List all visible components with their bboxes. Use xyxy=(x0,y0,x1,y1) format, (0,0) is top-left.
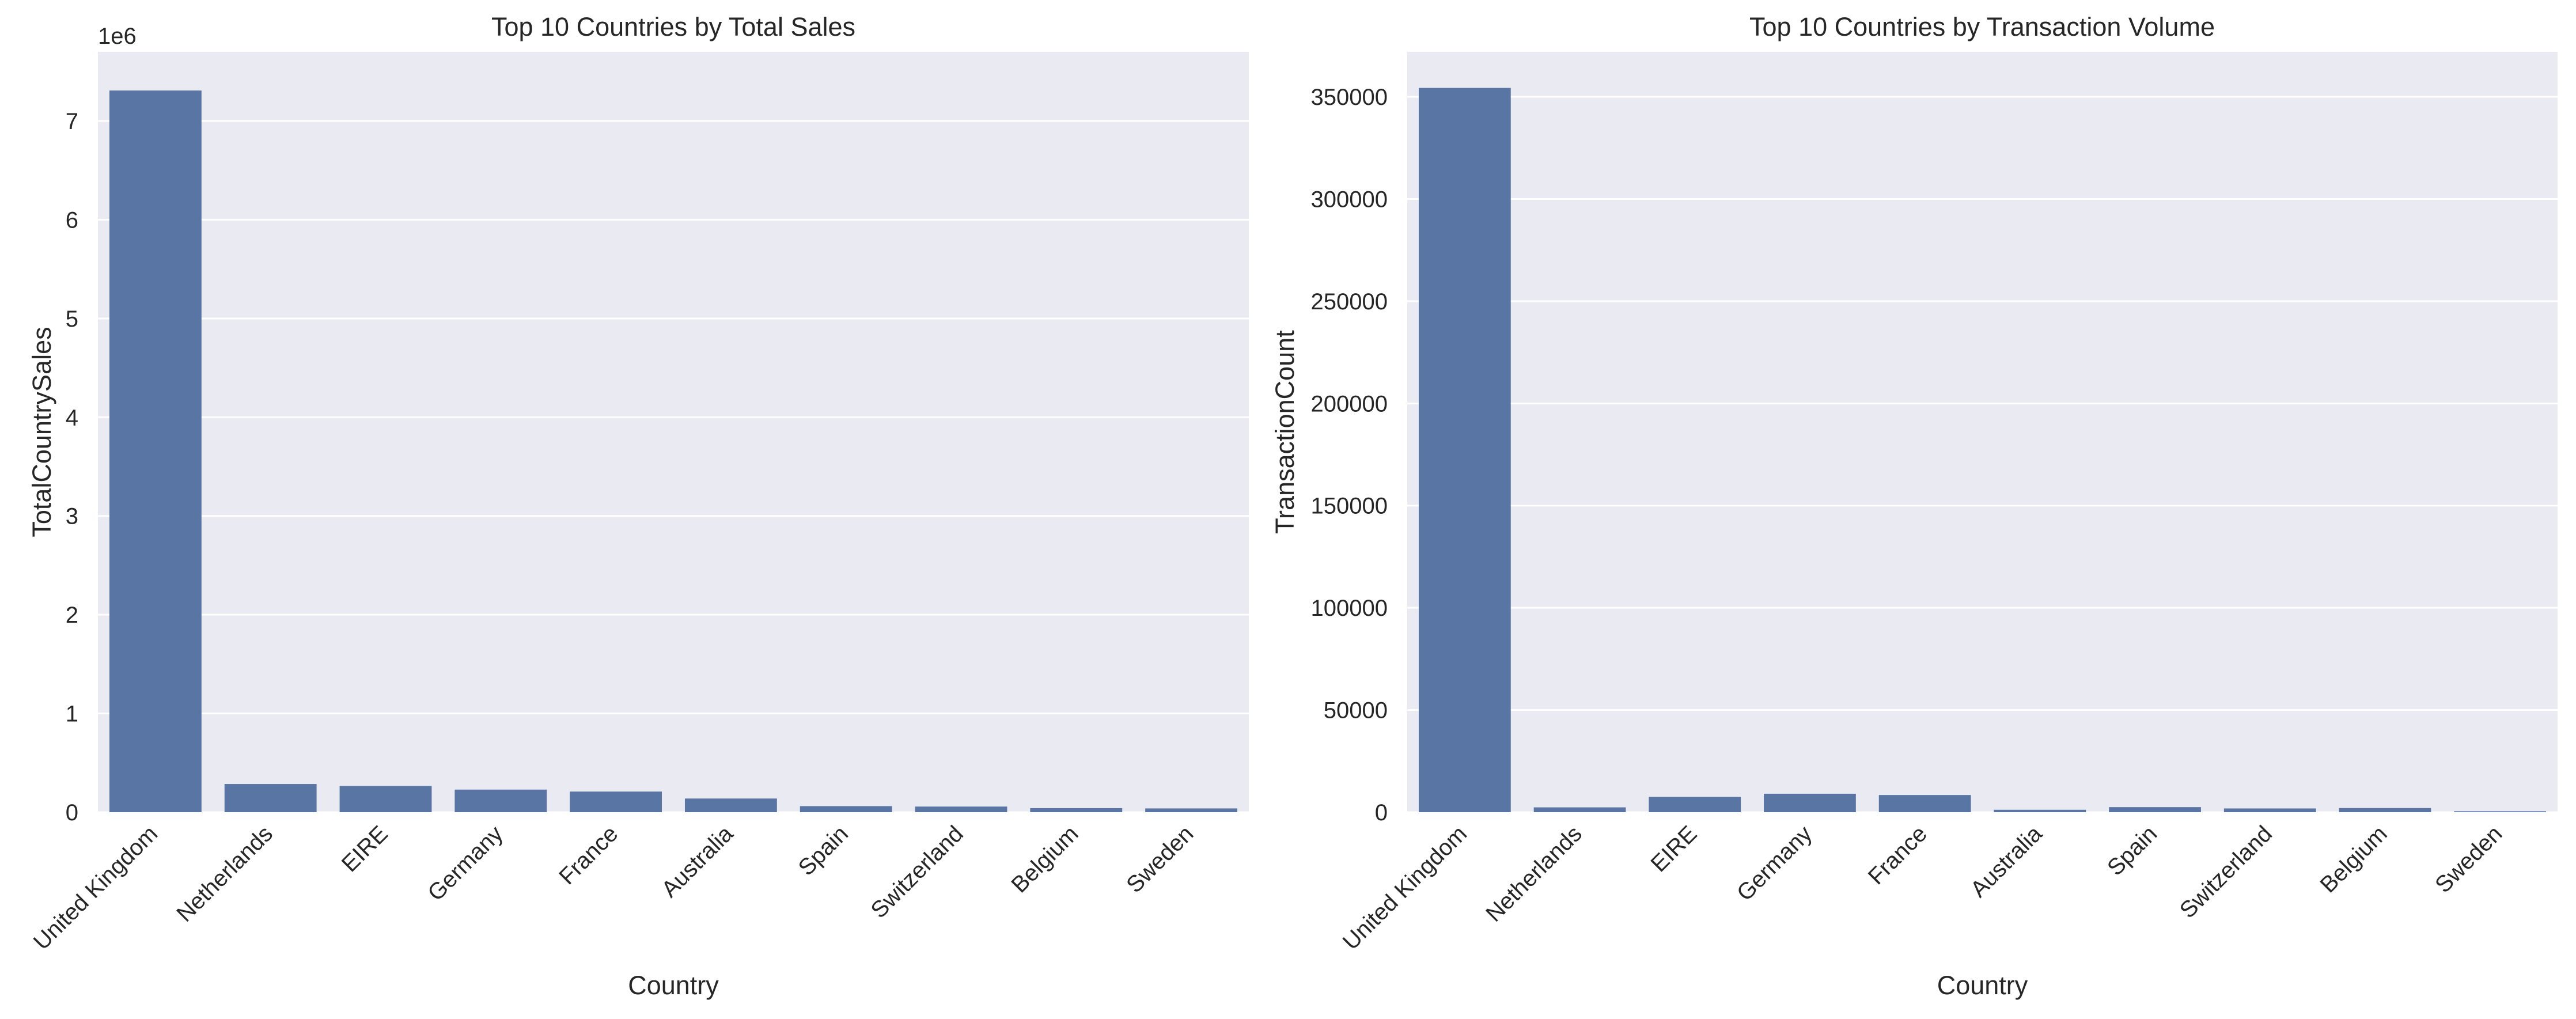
y-tick-label: 1 xyxy=(66,702,78,727)
x-tick-label: Sweden xyxy=(1122,821,1198,897)
y-tick-label: 50000 xyxy=(1324,698,1388,723)
x-tick-label: France xyxy=(554,821,623,889)
bar xyxy=(570,791,662,812)
y-tick-label: 2 xyxy=(66,603,78,628)
bar xyxy=(684,798,777,812)
bar xyxy=(1878,795,1971,812)
x-tick-label: Germany xyxy=(1732,821,1817,906)
bar xyxy=(1418,88,1511,813)
y-tick-label: 7 xyxy=(66,109,78,134)
y-tick-label: 200000 xyxy=(1311,391,1388,416)
x-tick-label: France xyxy=(1863,821,1932,889)
x-axis-label: Country xyxy=(628,971,719,1000)
bar xyxy=(1030,808,1123,812)
bar xyxy=(1764,793,1856,812)
x-tick-label: Germany xyxy=(423,821,507,906)
bar xyxy=(1533,807,1626,812)
bar xyxy=(454,789,547,812)
y-axis-label: TransactionCount xyxy=(1270,330,1300,534)
bar xyxy=(800,806,892,812)
bar xyxy=(1145,808,1238,812)
x-axis-label: Country xyxy=(1937,971,2028,1000)
bar xyxy=(2223,808,2316,812)
y-tick-label: 3 xyxy=(66,504,78,529)
bar xyxy=(2339,808,2431,812)
plot-area xyxy=(98,52,1249,812)
y-tick-label: 100000 xyxy=(1311,596,1388,621)
x-tick-label: Spain xyxy=(794,821,853,880)
chart-title: Top 10 Countries by Total Sales xyxy=(491,12,855,41)
y-tick-label: 4 xyxy=(66,405,78,430)
bar xyxy=(339,786,432,812)
x-tick-label: EIRE xyxy=(337,821,393,877)
bar xyxy=(915,806,1007,812)
x-tick-label: EIRE xyxy=(1646,821,1702,877)
y-axis-label: TotalCountrySales xyxy=(27,327,56,537)
y-tick-label: 350000 xyxy=(1311,85,1388,110)
bar xyxy=(109,90,202,812)
x-tick-label: Australia xyxy=(1966,821,2048,903)
x-tick-label: Netherlands xyxy=(172,821,278,927)
x-tick-label: Switzerland xyxy=(866,821,968,923)
x-tick-label: Switzerland xyxy=(2175,821,2277,923)
bar xyxy=(2109,807,2201,812)
bar xyxy=(1649,797,1741,812)
y-tick-label: 6 xyxy=(66,207,78,233)
chart-title: Top 10 Countries by Transaction Volume xyxy=(1749,12,2215,41)
x-tick-label: Sweden xyxy=(2430,821,2507,897)
x-tick-label: Belgium xyxy=(2316,821,2392,897)
y-tick-label: 5 xyxy=(66,306,78,332)
y-tick-label: 0 xyxy=(66,800,78,825)
y-tick-label: 250000 xyxy=(1311,289,1388,315)
x-tick-label: Spain xyxy=(2103,821,2162,880)
x-tick-label: United Kingdom xyxy=(1338,821,1472,954)
plot-area xyxy=(1407,52,2558,812)
x-tick-label: Netherlands xyxy=(1481,821,1587,927)
x-tick-label: Australia xyxy=(657,821,738,903)
x-tick-label: United Kingdom xyxy=(29,821,162,954)
bar xyxy=(1994,809,2086,812)
y-tick-label: 0 xyxy=(1375,800,1388,825)
x-tick-label: Belgium xyxy=(1006,821,1083,897)
chart-1: 0 1 2 3 4 5 6 7 United Kingdom Netherlands EIRE Ger… xyxy=(27,12,1249,1000)
bar xyxy=(224,784,317,812)
bar xyxy=(2454,811,2547,812)
y-tick-label: 300000 xyxy=(1311,187,1388,212)
y-tick-label: 150000 xyxy=(1311,494,1388,519)
chart-2: 0 50000 100000 150000 200000 250000 300000 3500… xyxy=(1270,12,2558,1000)
y-offset-text: 1e6 xyxy=(98,24,137,49)
